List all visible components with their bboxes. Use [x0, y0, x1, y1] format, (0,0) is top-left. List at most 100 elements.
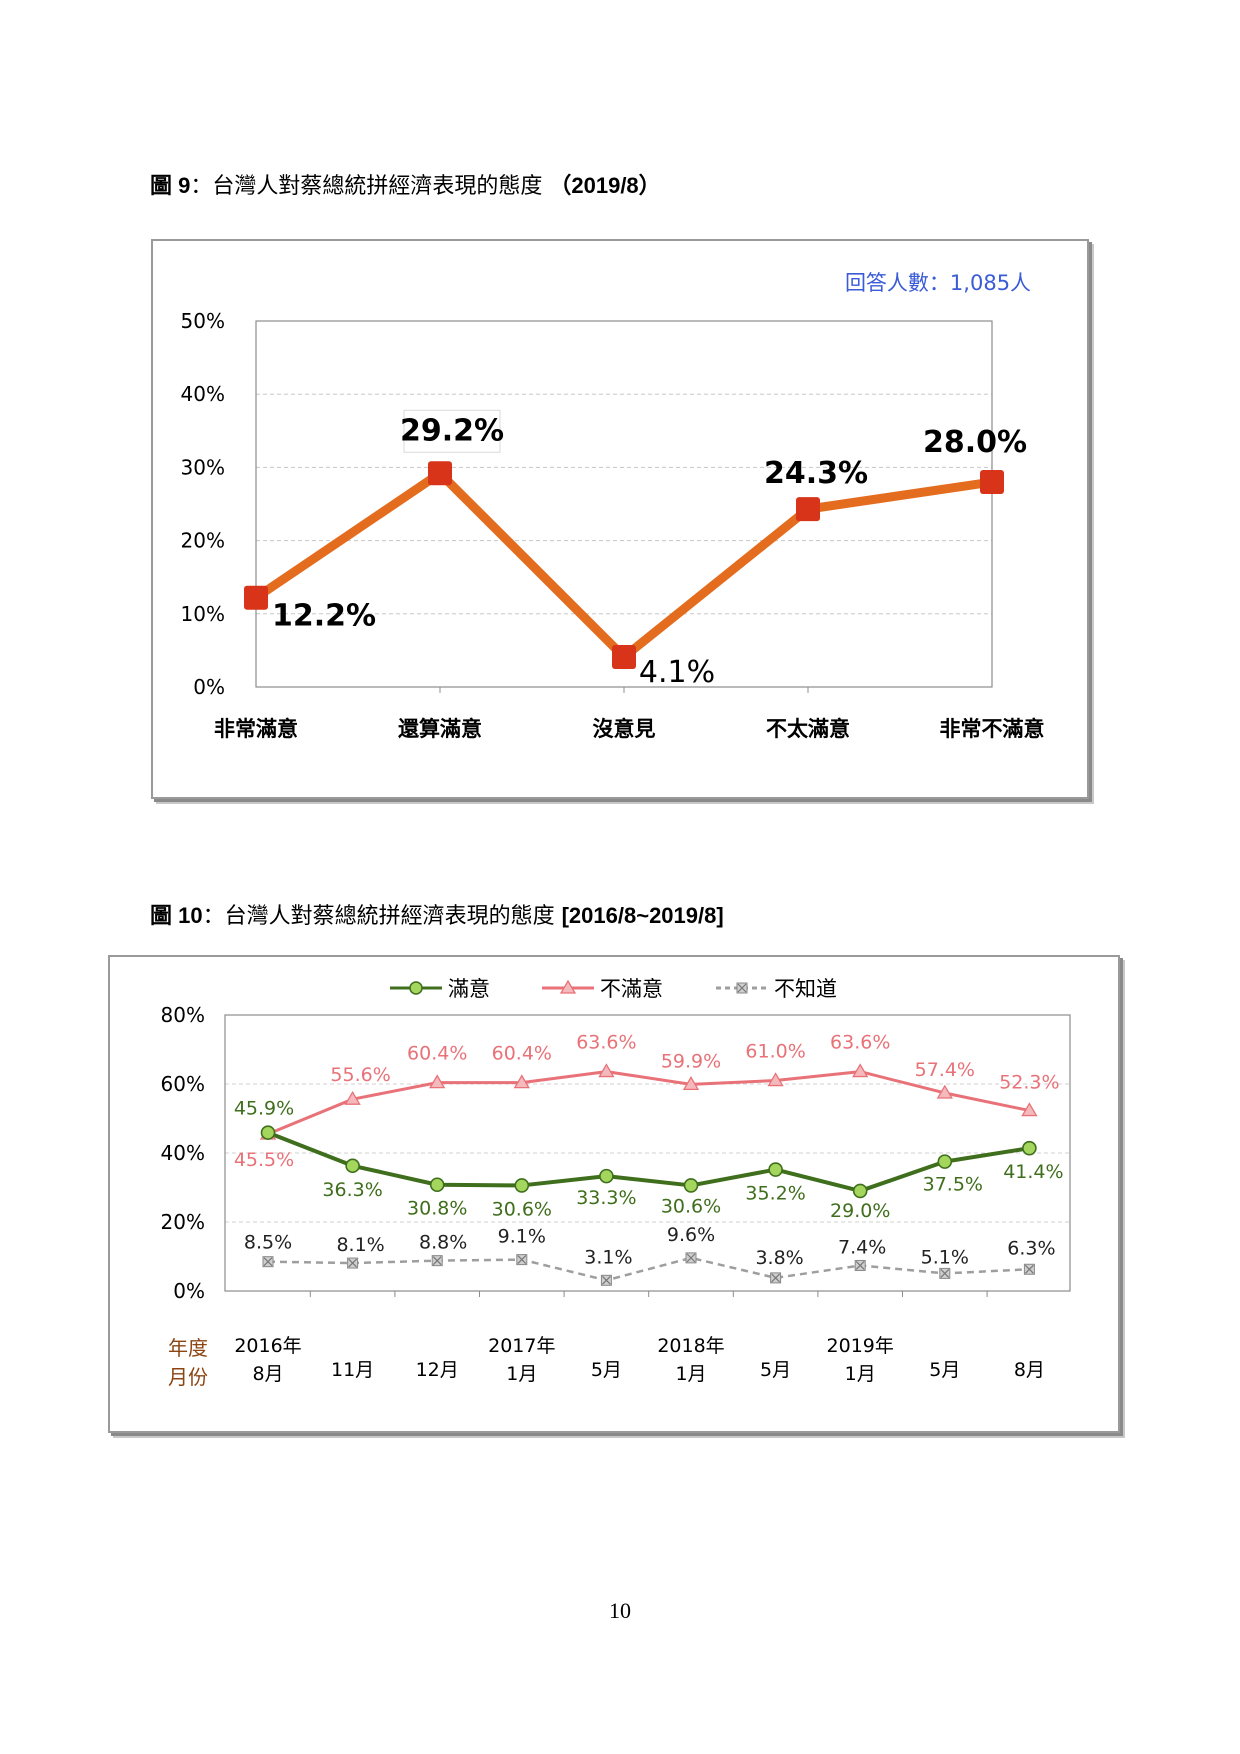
- legend-label: 滿意: [448, 977, 490, 1001]
- figure10-label: 圖 10: [150, 903, 203, 928]
- x-category-label: 非常不滿意: [940, 717, 1045, 741]
- dissatisfied-data-label: 57.4%: [915, 1059, 975, 1081]
- data-label: 28.0%: [923, 425, 1027, 460]
- unknown-marker-cross: [601, 1275, 611, 1285]
- data-label: 24.3%: [764, 456, 868, 491]
- satisfied-marker: [429, 1177, 445, 1193]
- axis-row-label-year: 年度: [168, 1336, 208, 1360]
- unknown-marker-cross: [686, 1253, 696, 1263]
- x-year-label: 2017年: [488, 1335, 555, 1357]
- satisfied-marker: [852, 1183, 868, 1199]
- unknown-data-label: 7.4%: [838, 1236, 886, 1258]
- x-year-label: 2018年: [657, 1335, 724, 1357]
- satisfied-marker: [768, 1162, 783, 1177]
- dissatisfied-data-label: 60.4%: [407, 1043, 467, 1065]
- figure10-title: ：台灣人對蔡總統拼經濟表現的態度: [202, 904, 555, 929]
- figure10-caption: 圖 10：台灣人對蔡總統拼經濟表現的態度 [2016/8~2019/8]: [150, 898, 724, 930]
- unknown-data-label: 8.5%: [244, 1232, 292, 1254]
- x-month-label: 1月: [675, 1363, 706, 1385]
- satisfied-marker: [937, 1154, 953, 1169]
- figure9-period: （2019/8）: [549, 173, 661, 198]
- y-tick-label: 60%: [161, 1072, 205, 1096]
- y-tick-label: 40%: [161, 1141, 205, 1165]
- x-year-label: 2019年: [827, 1335, 894, 1357]
- y-tick-label: 0%: [193, 675, 225, 699]
- x-month-label: 1月: [845, 1363, 876, 1385]
- x-category-label: 不太滿意: [766, 717, 850, 741]
- dissatisfied-marker: [936, 1084, 953, 1099]
- data-point-marker: [980, 470, 1004, 495]
- unknown-data-label: 3.8%: [755, 1247, 803, 1269]
- dissatisfied-data-label: 59.9%: [661, 1050, 721, 1072]
- data-point-marker: [612, 644, 636, 669]
- satisfied-marker: [683, 1178, 699, 1193]
- dissatisfied-data-label: 55.6%: [330, 1064, 390, 1086]
- unknown-marker-cross: [1024, 1264, 1034, 1274]
- series-line-2: [267, 1256, 1030, 1282]
- satisfied-marker: [1022, 1140, 1037, 1156]
- unknown-data-label: 8.8%: [419, 1232, 467, 1254]
- respondents-count: 回答人數：1,085人: [845, 271, 1031, 295]
- satisfied-data-label: 30.8%: [407, 1198, 467, 1220]
- satisfied-data-label: 45.9%: [234, 1098, 294, 1120]
- x-month-label: 5月: [929, 1359, 960, 1381]
- satisfied-marker: [260, 1125, 276, 1140]
- unknown-data-label: 3.1%: [584, 1246, 632, 1268]
- x-month-label: 11月: [331, 1359, 374, 1381]
- dissatisfied-marker: [852, 1063, 869, 1078]
- unknown-marker-cross: [517, 1255, 527, 1265]
- legend: 滿意 不滿意 不知道: [390, 977, 837, 1001]
- legend-marker-cross: [737, 983, 747, 993]
- satisfied-marker: [345, 1158, 360, 1174]
- page-number: 10: [609, 1598, 631, 1623]
- legend-label: 不滿意: [600, 977, 663, 1001]
- dissatisfied-data-label: 52.3%: [999, 1072, 1059, 1094]
- legend-marker: [409, 981, 423, 995]
- data-label: 12.2%: [272, 599, 376, 634]
- unknown-marker-cross: [940, 1268, 950, 1278]
- y-tick-label: 0%: [173, 1279, 205, 1303]
- unknown-marker-cross: [432, 1256, 442, 1266]
- unknown-data-label: 8.1%: [336, 1234, 384, 1256]
- x-month-label: 1月: [506, 1363, 537, 1385]
- x-month-label: 12月: [416, 1359, 459, 1381]
- dissatisfied-data-label: 63.6%: [576, 1032, 636, 1054]
- x-month-label: 5月: [591, 1359, 622, 1381]
- dissatisfied-data-label: 61.0%: [745, 1041, 805, 1063]
- unknown-marker-cross: [771, 1273, 781, 1283]
- data-point-marker: [796, 497, 820, 522]
- dissatisfied-marker: [513, 1074, 530, 1089]
- x-month-label: 5月: [760, 1359, 791, 1381]
- x-category-label: 非常滿意: [214, 717, 298, 741]
- series-line-0: [267, 1130, 1030, 1193]
- data-point-marker: [428, 461, 452, 486]
- satisfied-data-label: 37.5%: [923, 1174, 983, 1196]
- x-month-label: 8月: [1014, 1359, 1045, 1381]
- y-tick-label: 20%: [161, 1210, 205, 1234]
- figure9-title: ：台灣人對蔡總統拼經濟表現的態度: [190, 174, 543, 199]
- figure9-chart: 回答人數：1,085人 0% 10% 20% 30% 40% 50% 非常滿意 還算滿意 沒意見 不…: [181, 271, 1045, 741]
- x-category-label: 還算滿意: [398, 717, 482, 741]
- y-tick-label: 20%: [181, 529, 225, 553]
- dissatisfied-marker: [344, 1090, 361, 1105]
- figure9-label: 圖 9: [150, 173, 191, 198]
- dissatisfied-data-label: 60.4%: [492, 1043, 552, 1065]
- dissatisfied-data-label: 63.6%: [830, 1032, 890, 1054]
- y-tick-label: 80%: [161, 1003, 205, 1027]
- data-point-marker: [244, 585, 268, 610]
- data-label-box: [403, 409, 501, 453]
- y-tick-label: 40%: [181, 382, 225, 406]
- satisfied-data-label: 36.3%: [322, 1179, 382, 1201]
- data-label: 29.2%: [400, 413, 504, 448]
- satisfied-data-label: 41.4%: [1003, 1161, 1063, 1183]
- dissatisfied-marker: [598, 1063, 615, 1078]
- unknown-data-label: 5.1%: [921, 1246, 969, 1268]
- unknown-data-label: 9.1%: [498, 1226, 546, 1248]
- satisfied-data-label: 30.6%: [661, 1195, 721, 1217]
- dissatisfied-data-label: 45.5%: [234, 1149, 294, 1171]
- dissatisfied-marker: [682, 1076, 700, 1090]
- unknown-data-label: 6.3%: [1007, 1237, 1055, 1259]
- unknown-data-label: 9.6%: [667, 1224, 715, 1246]
- satisfied-data-label: 30.6%: [492, 1198, 552, 1220]
